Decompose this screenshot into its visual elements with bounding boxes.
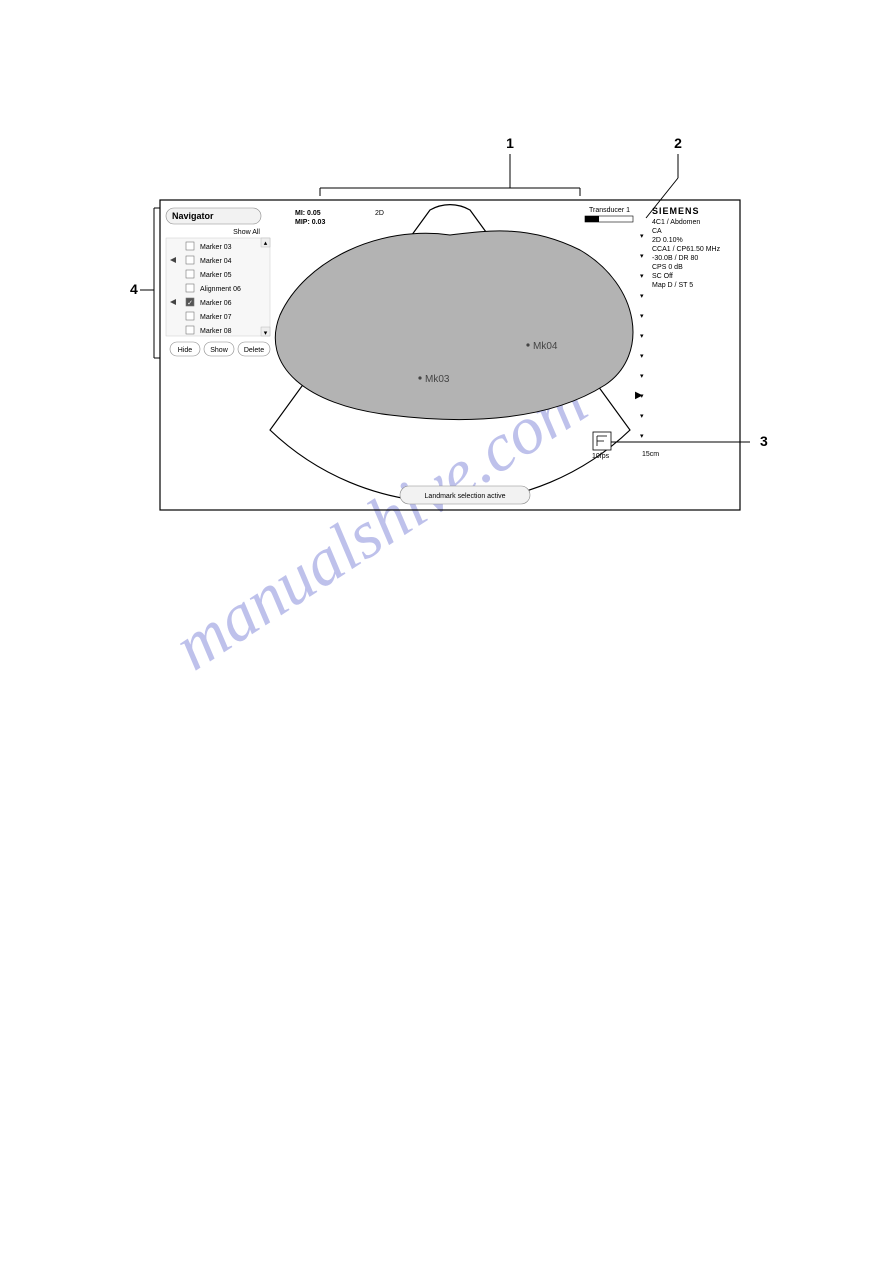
- mk03-dot: [418, 376, 421, 379]
- anatomy-shape: [275, 231, 633, 420]
- info-7: Map D / ST 5: [652, 282, 693, 289]
- nav-item-4-checkmark: ✓: [187, 300, 193, 307]
- svg-text:▾: ▾: [640, 233, 644, 240]
- svg-text:▾: ▾: [640, 273, 644, 280]
- nav-item-1-label[interactable]: Marker 04: [200, 258, 232, 265]
- hide-button-label: Hide: [178, 347, 193, 354]
- diagram: 1 2 3 4 MI: 0.05 MIP: 0.03 2D Transducer…: [130, 130, 770, 560]
- nav-item-1-checkbox[interactable]: [186, 256, 194, 264]
- svg-text:▾: ▾: [640, 413, 644, 420]
- svg-text:▾: ▾: [640, 333, 644, 340]
- svg-text:▾: ▾: [640, 373, 644, 380]
- nav-item-6-label[interactable]: Marker 08: [200, 328, 232, 335]
- info-3: CCA1 / CP61.50 MHz: [652, 246, 721, 253]
- mk04-dot: [526, 343, 529, 346]
- mk04-label: Mk04: [533, 341, 558, 352]
- focal-marker: ▶: [635, 390, 643, 401]
- svg-text:▾: ▾: [640, 253, 644, 260]
- info-1: CA: [652, 228, 662, 235]
- transducer-label: Transducer 1: [589, 207, 630, 214]
- svg-text:▾: ▾: [640, 293, 644, 300]
- delete-button-label: Delete: [244, 347, 264, 354]
- scroll-down-icon: ▾: [264, 330, 268, 337]
- nav-item-2-checkbox[interactable]: [186, 270, 194, 278]
- nav-item-3-checkbox[interactable]: [186, 284, 194, 292]
- info-2: 2D 0.10%: [652, 237, 683, 244]
- transducer-bar-fill: [585, 216, 599, 222]
- show-button-label: Show: [210, 347, 228, 354]
- show-all-label[interactable]: Show All: [233, 229, 260, 236]
- nav-item-0-checkbox[interactable]: [186, 242, 194, 250]
- callout-3-label: 3: [760, 433, 768, 449]
- scroll-up-icon: ▴: [264, 240, 268, 247]
- nav-item-6-checkbox[interactable]: [186, 326, 194, 334]
- info-0: 4C1 / Abdomen: [652, 219, 700, 226]
- callout-2-label: 2: [674, 135, 682, 151]
- nav-item-5-label[interactable]: Marker 07: [200, 314, 232, 321]
- fps-label: 10fps: [592, 453, 610, 460]
- mode-2d-label: 2D: [375, 210, 384, 217]
- navigator-title: Navigator: [172, 211, 214, 221]
- status-text: Landmark selection active: [425, 493, 506, 500]
- svg-text:▾: ▾: [640, 353, 644, 360]
- svg-text:▾: ▾: [640, 433, 644, 440]
- info-6: SC Off: [652, 273, 673, 280]
- callout-4-label: 4: [130, 281, 138, 297]
- depth-bottom-label: 15cm: [642, 451, 659, 458]
- diagram-svg: 1 2 3 4 MI: 0.05 MIP: 0.03 2D Transducer…: [130, 130, 770, 560]
- nav-item-2-label[interactable]: Marker 05: [200, 272, 232, 279]
- nav-item-0-label[interactable]: Marker 03: [200, 244, 232, 251]
- brand: SIEMENS: [652, 206, 700, 216]
- svg-text:▾: ▾: [640, 313, 644, 320]
- info-5: CPS 0 dB: [652, 264, 683, 271]
- mip-text: MIP: 0.03: [295, 219, 325, 226]
- nav-item-3-label[interactable]: Alignment 06: [200, 286, 241, 293]
- info-4: -30.0B / DR 80: [652, 255, 698, 262]
- nav-item-4-label[interactable]: Marker 06: [200, 300, 232, 307]
- page: manualshive.com 1 2 3 4: [0, 0, 893, 1263]
- nav-item-5-checkbox[interactable]: [186, 312, 194, 320]
- callout-1-label: 1: [506, 135, 514, 151]
- navigator-panel: Navigator Show All ▴ ▾ Marker 03 Marker: [166, 208, 270, 356]
- mk03-label: Mk03: [425, 374, 450, 385]
- depth-scale: ▾ ▾ ▾ ▾ ▾ ▾ ▾ ▾ ▾ ▾ ▾: [640, 233, 644, 440]
- mi-text: MI: 0.05: [295, 210, 321, 217]
